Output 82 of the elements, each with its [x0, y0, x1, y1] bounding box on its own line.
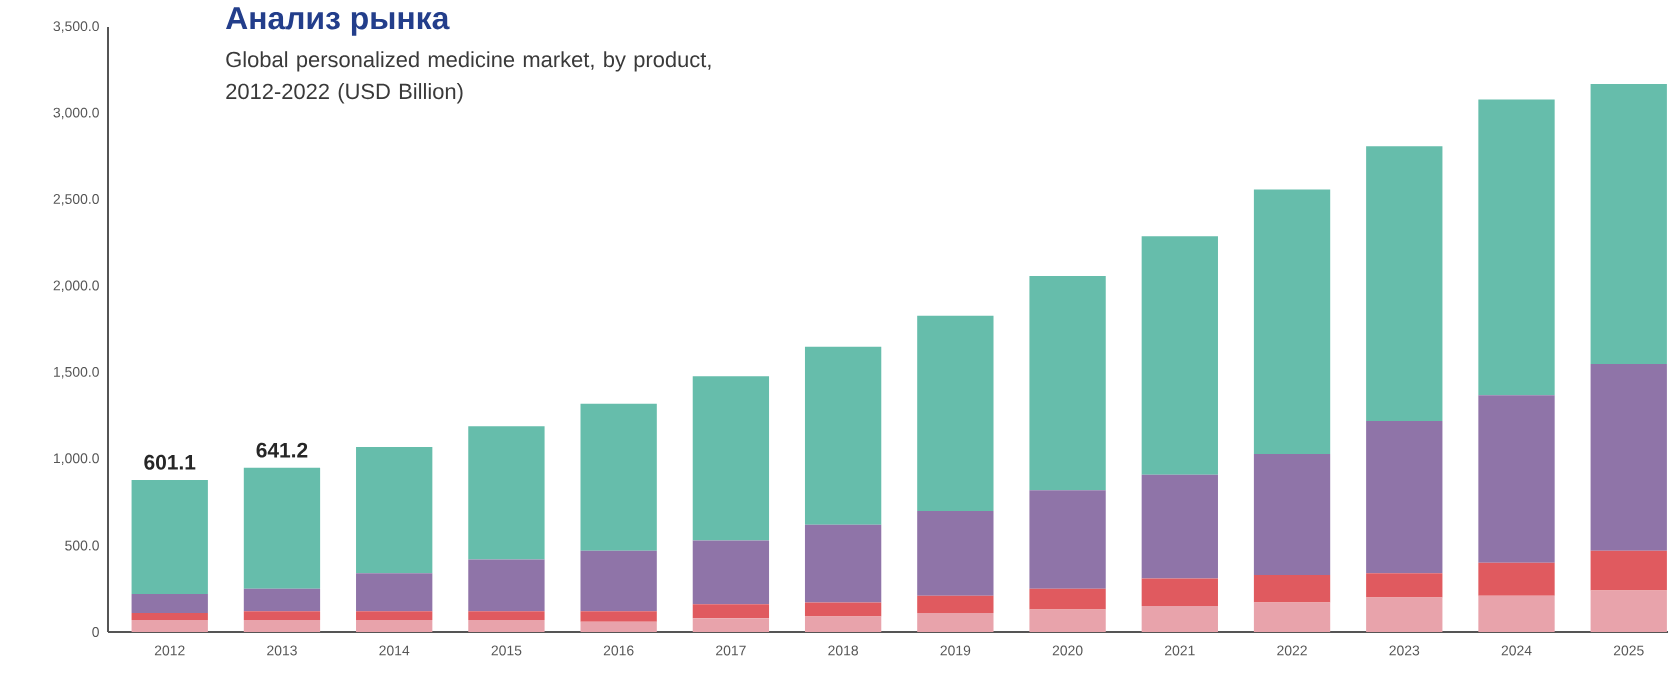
bar	[692, 618, 770, 632]
y-tick-label: 2,500.0	[53, 194, 99, 206]
bar	[1478, 395, 1555, 563]
bar	[804, 602, 882, 617]
x-tick-label: 2014	[379, 645, 410, 656]
bar	[1141, 474, 1218, 579]
bar	[580, 550, 657, 612]
bar	[692, 540, 770, 605]
bar	[1141, 236, 1218, 475]
bar	[131, 612, 208, 620]
bar	[1029, 609, 1106, 632]
annotation: 641.2	[256, 442, 308, 458]
bar	[1590, 364, 1667, 551]
y-tick-label: 0	[92, 627, 99, 637]
y-tick-label: 500.0	[65, 540, 99, 551]
bar	[917, 315, 994, 511]
bar	[580, 403, 657, 551]
bar	[356, 619, 433, 632]
bar	[243, 611, 321, 620]
x-tick-label: 2016	[603, 645, 634, 656]
bar	[1366, 421, 1443, 574]
bar	[804, 346, 882, 525]
bar	[131, 619, 208, 632]
bar	[804, 616, 882, 632]
bar	[1366, 146, 1443, 422]
bar	[1590, 590, 1667, 632]
bar	[1141, 578, 1218, 607]
x-tick-label: 2024	[1501, 645, 1532, 656]
bar	[1478, 99, 1555, 396]
bar	[1029, 588, 1106, 610]
bar	[1590, 84, 1667, 365]
y-tick-label: 3,500.0	[53, 21, 99, 33]
bar	[1029, 275, 1106, 491]
bar	[356, 611, 433, 620]
bar	[243, 588, 321, 612]
y-tick-label: 3,000.0	[53, 107, 99, 120]
text: Global personalized medicine market, by product, 2012-2022 (USD Billion)	[226, 51, 711, 104]
y-tick-label: 1,500.0	[54, 366, 99, 379]
y-tick-label: 2,000.0	[53, 280, 99, 293]
bar	[917, 612, 994, 632]
bar	[804, 524, 882, 603]
bar	[580, 611, 657, 622]
x-tick-label: 2013	[267, 645, 297, 656]
bar	[917, 595, 994, 613]
x-tick-label: 2022	[1277, 645, 1307, 656]
bar	[692, 604, 770, 619]
bar	[468, 611, 545, 620]
bar	[468, 426, 545, 560]
x-tick-label: 2019	[940, 645, 971, 656]
bar	[1029, 490, 1106, 589]
y-tick-label: 1,000.0	[54, 453, 99, 465]
bar	[131, 479, 208, 594]
bar	[468, 559, 545, 612]
x-tick-label: 2023	[1389, 645, 1420, 656]
x-tick-label: 2018	[828, 645, 859, 656]
bar	[1590, 550, 1667, 591]
bar	[1141, 606, 1218, 632]
bar	[1253, 189, 1331, 454]
annotation: 601.1	[144, 454, 196, 470]
bar	[692, 376, 770, 541]
bar	[356, 573, 433, 612]
bar	[356, 447, 433, 574]
bar	[131, 593, 208, 613]
x-tick-label: 2015	[491, 645, 522, 656]
bar	[1253, 602, 1331, 632]
bar	[243, 619, 321, 632]
bar	[917, 511, 994, 596]
bar	[1366, 573, 1443, 598]
x-tick-label: 2020	[1052, 645, 1083, 656]
x-tick-label: 2017	[716, 645, 746, 656]
bar	[1366, 597, 1443, 632]
bar	[580, 621, 657, 632]
x-tick-label: 2021	[1165, 645, 1195, 656]
bar	[1253, 453, 1331, 575]
bar	[243, 467, 321, 589]
bar	[468, 619, 545, 632]
chart-title: Анализ рынка	[226, 7, 450, 36]
bar	[1478, 562, 1555, 596]
x-tick-label: 2012	[154, 645, 185, 656]
bar	[1253, 574, 1331, 603]
bar	[1478, 595, 1555, 632]
x-tick-label: 2025	[1613, 645, 1644, 656]
